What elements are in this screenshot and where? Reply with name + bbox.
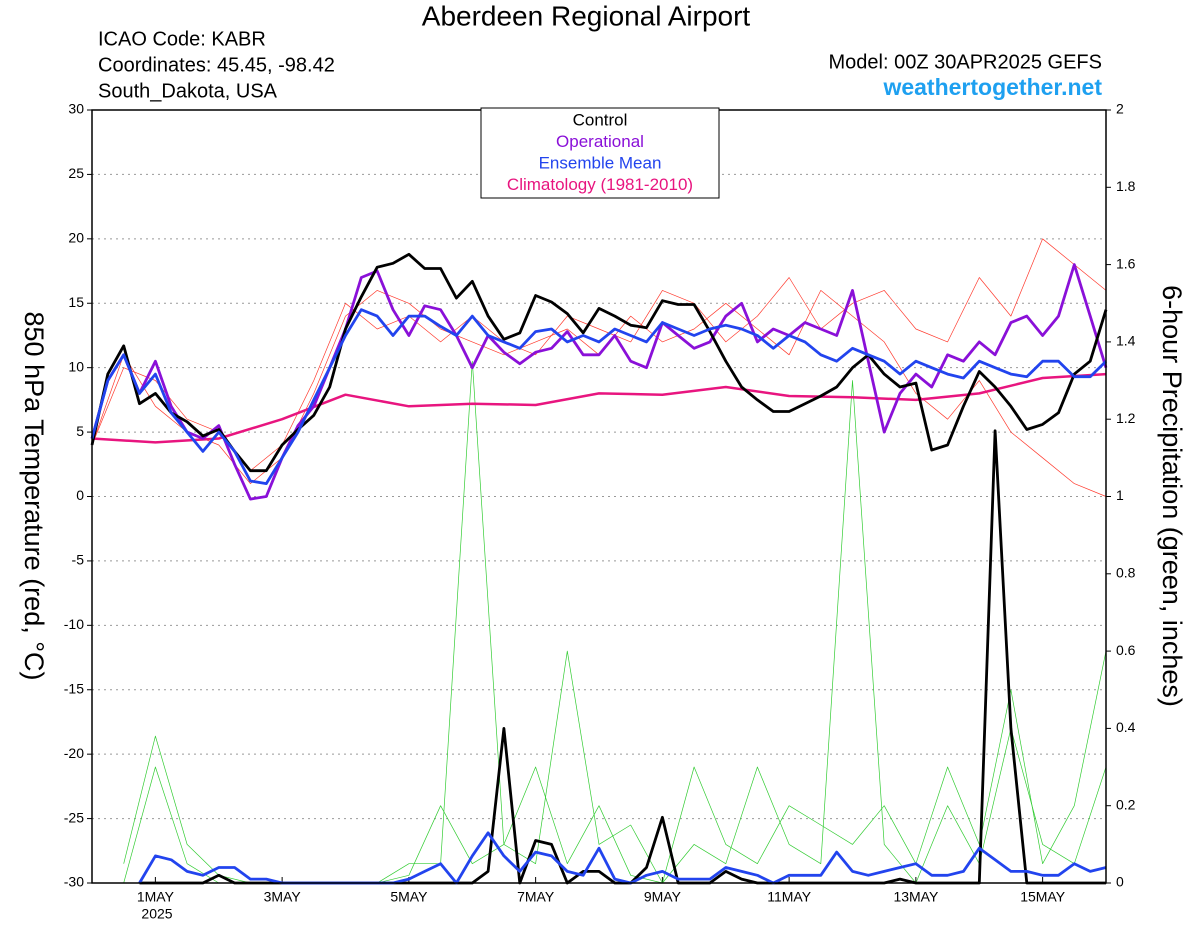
x-tick-label: 3MAY bbox=[264, 889, 302, 905]
x-tick-label: 1MAY bbox=[137, 889, 175, 905]
legend-entry: Climatology (1981-2010) bbox=[507, 175, 693, 194]
x-tick-label: 9MAY bbox=[644, 889, 682, 905]
y2-tick-label: 1.2 bbox=[1116, 410, 1136, 426]
x-tick-label: 5MAY bbox=[390, 889, 428, 905]
y2-tick-label: 0.2 bbox=[1116, 796, 1136, 812]
source-label: weathertogether.net bbox=[882, 74, 1102, 100]
series-line bbox=[123, 360, 1107, 884]
model-label: Model: 00Z 30APR2025 GEFS bbox=[829, 51, 1102, 73]
y-tick-label: 15 bbox=[68, 294, 84, 310]
y-tick-label: -30 bbox=[64, 874, 84, 890]
x-tick-label: 11MAY bbox=[767, 889, 811, 905]
plot-area bbox=[87, 109, 1111, 885]
series-line bbox=[90, 308, 1107, 485]
y-tick-label: -15 bbox=[64, 680, 84, 696]
y-tick-label: -20 bbox=[64, 745, 84, 761]
y-tick-label: 0 bbox=[76, 487, 84, 503]
legend-entry: Ensemble Mean bbox=[539, 153, 662, 172]
legend-box bbox=[480, 107, 720, 199]
y2-axis-label: 6-hour Precipitation (green, inches) bbox=[1157, 285, 1187, 707]
y2-tick-label: 0.4 bbox=[1116, 719, 1136, 735]
series-line bbox=[123, 380, 1107, 884]
x-tick-label: 7MAY bbox=[517, 889, 555, 905]
y2-tick-label: 1.8 bbox=[1116, 178, 1136, 194]
y-axis-label: 850 hPa Temperature (red, °C) bbox=[19, 312, 49, 681]
y-tick-label: -25 bbox=[64, 809, 84, 825]
y2-tick-label: 1 bbox=[1116, 487, 1124, 503]
y2-tick-label: 1.6 bbox=[1116, 255, 1136, 271]
y2-tick-label: 2 bbox=[1116, 101, 1124, 117]
y-tick-label: -10 bbox=[64, 616, 84, 632]
chart-title: Aberdeen Regional Airport bbox=[422, 0, 751, 31]
y-tick-label: 25 bbox=[68, 165, 84, 181]
plot-frame bbox=[91, 109, 1107, 884]
legend-entry: Control bbox=[573, 110, 628, 129]
series-line bbox=[90, 252, 1108, 473]
y-tick-label: 10 bbox=[68, 358, 84, 374]
legend: Control Operational Ensemble Mean Climatolo… bbox=[480, 107, 720, 199]
series-line bbox=[91, 238, 1107, 472]
y2-tick-label: 0.8 bbox=[1116, 565, 1136, 581]
info-line: South_Dakota, USA bbox=[98, 80, 278, 102]
y-tick-label: 5 bbox=[76, 423, 84, 439]
y2-tick-label: 0.6 bbox=[1116, 642, 1136, 658]
x-year-label: 2025 bbox=[141, 906, 172, 922]
series-line bbox=[139, 429, 1106, 885]
y-tick-label: 20 bbox=[68, 230, 84, 246]
x-tick-label: 15MAY bbox=[1020, 889, 1066, 905]
legend-entry: Operational bbox=[556, 132, 644, 151]
series-line bbox=[91, 372, 1107, 444]
y2-tick-label: 1.4 bbox=[1116, 333, 1136, 349]
y2-tick-label: 0 bbox=[1116, 874, 1124, 890]
y-tick-label: 30 bbox=[68, 101, 84, 117]
info-line: ICAO Code: KABR bbox=[98, 28, 266, 50]
info-line: Coordinates: 45.45, -98.42 bbox=[98, 54, 335, 76]
y-tick-label: -5 bbox=[72, 552, 85, 568]
series-line bbox=[90, 263, 1108, 501]
x-tick-label: 13MAY bbox=[893, 889, 939, 905]
